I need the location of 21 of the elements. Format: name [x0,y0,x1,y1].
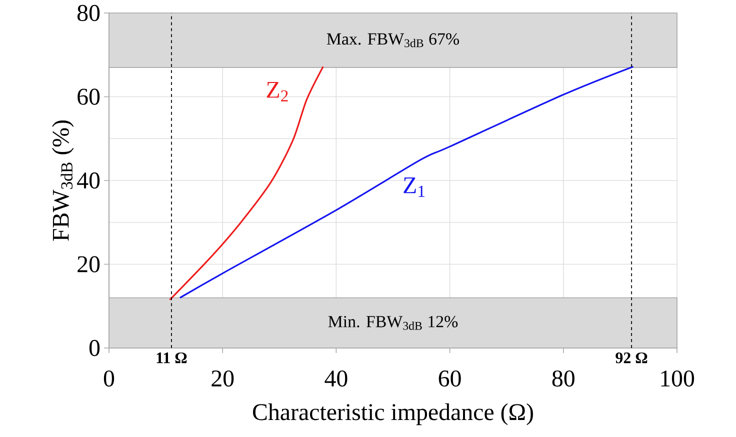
x-tick-label: 40 [324,370,348,387]
x-tick-label: 80 [552,370,574,387]
line-series [168,66,324,301]
x-tick-label: 20 [212,370,234,387]
series-label: Z$_{2}$ [266,82,288,102]
y-axis-title: FBW$_{3dB}$ (%) [52,120,74,241]
x-tick-label: 0 [104,370,114,387]
x-tick-label: 100 [661,370,694,387]
x-tick-label: 60 [438,370,461,387]
ref-line-label: 11 Ω [156,352,187,364]
y-tick-label: 80 [77,4,100,22]
x-axis-title: Characteristic impedance (Ω) [253,403,533,426]
ref-line-label: 92 Ω [616,352,648,364]
y-tick-label: 40 [77,172,100,189]
series-label: Z$_{1}$ [404,177,425,197]
band-label: Min. FBW$_{3dB}$ 12% [328,316,458,330]
y-tick-label: 60 [78,88,100,105]
band-label: Max. FBW$_{3dB}$ 67% [326,33,460,48]
line-series [179,66,634,299]
y-tick-label: 0 [89,340,100,356]
y-tick-label: 20 [78,256,100,272]
